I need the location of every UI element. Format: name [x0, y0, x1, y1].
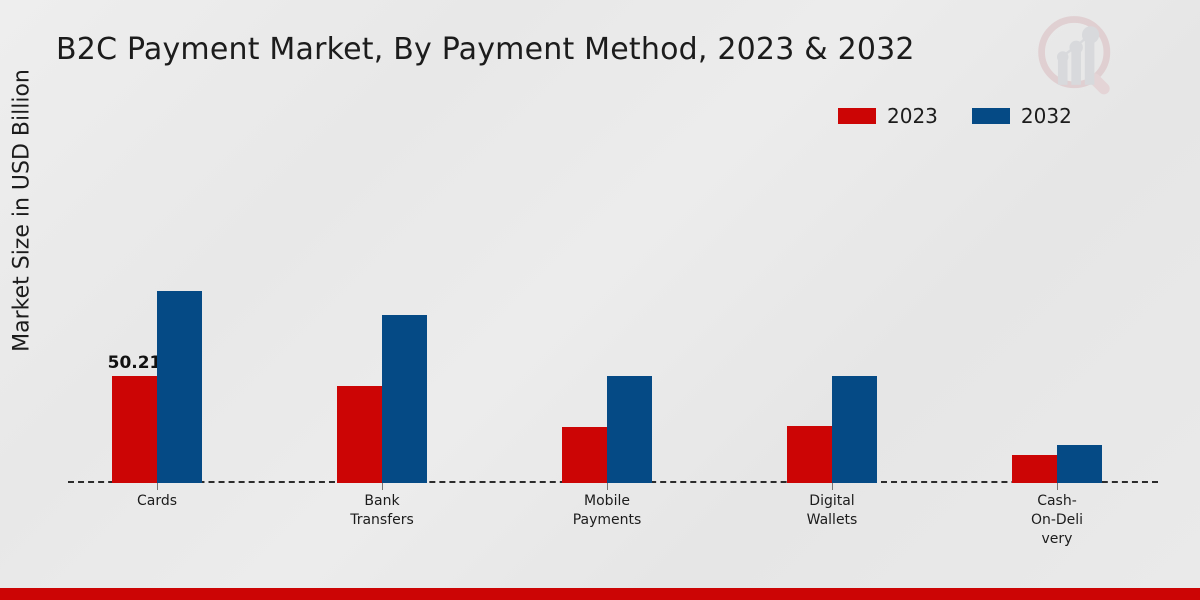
bar-2032[interactable] — [1057, 445, 1102, 483]
bar-2023[interactable] — [787, 426, 832, 483]
bar-value-label: 50.21 — [107, 353, 162, 373]
x-axis-tick — [832, 483, 833, 490]
legend-item-2032[interactable]: 2032 — [971, 104, 1072, 128]
bar-2032[interactable] — [832, 376, 877, 483]
chart-title: B2C Payment Market, By Payment Method, 2… — [56, 32, 915, 67]
legend-item-2023[interactable]: 2023 — [838, 106, 938, 126]
x-axis-category-label: Digital Wallets — [806, 493, 858, 528]
x-axis-tick — [607, 483, 608, 490]
bar-2032[interactable] — [607, 376, 652, 483]
legend-swatch-2023 — [838, 108, 876, 124]
bar-2032[interactable] — [382, 315, 427, 483]
bar-2023[interactable] — [337, 386, 382, 483]
x-axis-category-label: Bank Transfers — [350, 493, 414, 528]
plot-area: 50.21 Cards Bank Transfers — [56, 140, 1166, 547]
x-axis-tick — [157, 483, 158, 490]
watermark-logo-icon — [1032, 8, 1128, 104]
bottom-accent-stripe — [0, 588, 1200, 600]
chart-legend: 2023 2032 — [838, 103, 1072, 129]
x-axis-category-label: Cards — [136, 493, 178, 509]
y-axis-title: Market Size in USD Billion — [9, 69, 35, 352]
x-axis-category-label: Mobile Payments — [572, 493, 642, 528]
bar-2023[interactable] — [562, 427, 607, 483]
bar-2023[interactable]: 50.21 — [108, 353, 161, 483]
x-axis-tick — [1057, 483, 1058, 490]
bar-2032[interactable] — [157, 291, 202, 483]
x-axis-tick — [382, 483, 383, 490]
legend-label-2032: 2032 — [1020, 104, 1072, 128]
x-axis-category-label: Cash- On-Deli very — [1030, 493, 1084, 547]
legend-label-2023: 2023 — [887, 104, 938, 128]
bar-2023[interactable] — [1012, 455, 1057, 483]
legend-swatch-2032 — [971, 108, 1010, 124]
